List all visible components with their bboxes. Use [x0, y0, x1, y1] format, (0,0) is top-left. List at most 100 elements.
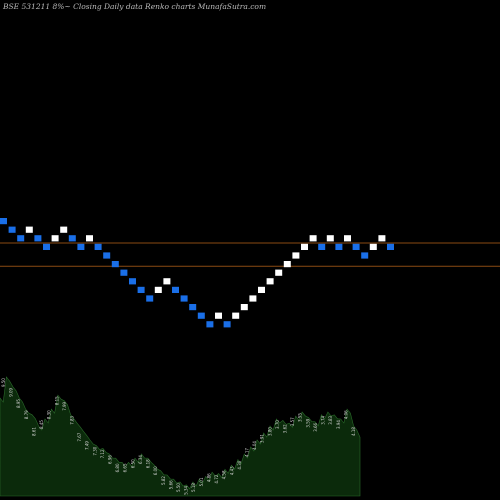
- down-brick: [197, 312, 205, 319]
- volume-label: 7.49: [85, 441, 90, 450]
- up-brick: [86, 235, 93, 242]
- volume-label: 5.18: [191, 483, 196, 492]
- up-brick: [266, 278, 274, 285]
- down-brick: [17, 235, 25, 242]
- volume-label: 3.66: [313, 422, 318, 431]
- up-brick: [240, 304, 248, 311]
- down-brick: [352, 243, 360, 250]
- down-brick: [206, 321, 214, 328]
- volume-label: 8.61: [31, 427, 36, 436]
- renko-bricks: [0, 218, 394, 328]
- volume-label: 7.83: [70, 415, 75, 424]
- volume-label: 6.18: [146, 459, 151, 468]
- volume-label: 5.34: [184, 485, 189, 494]
- down-brick: [103, 252, 111, 259]
- volume-label: 8.45: [39, 420, 44, 429]
- up-brick: [301, 243, 308, 250]
- volume-labels: 9.509.098.958.79 8.618.458.308.157.997.83…: [1, 378, 356, 495]
- volume-label: 6.34: [138, 455, 143, 464]
- down-brick: [120, 269, 128, 276]
- down-brick: [146, 295, 154, 302]
- up-brick: [275, 269, 283, 276]
- up-brick: [232, 312, 240, 319]
- up-brick: [249, 295, 257, 302]
- down-brick: [335, 243, 343, 250]
- volume-label: 6.80: [115, 463, 120, 472]
- volume-label: 5.50: [176, 483, 181, 492]
- down-brick: [8, 226, 16, 233]
- volume-label: 4.58: [222, 470, 227, 479]
- down-brick: [223, 321, 231, 328]
- volume-label: 3.70: [275, 420, 280, 429]
- down-brick: [68, 235, 76, 242]
- up-brick: [25, 226, 33, 233]
- volume-label: 6.96: [108, 455, 113, 464]
- down-brick: [111, 261, 119, 268]
- up-brick: [51, 235, 59, 242]
- volume-label: 4.18: [351, 427, 356, 436]
- chart-title: BSE 531211 8%~ Closing Daily data Renko …: [2, 2, 266, 11]
- volume-label: 8.95: [16, 399, 21, 408]
- down-brick: [0, 218, 7, 225]
- volume-label: 7.67: [77, 432, 82, 441]
- volume-label: 3.91: [260, 434, 265, 443]
- volume-label: 8.79: [24, 410, 29, 419]
- volume-label: 4.30: [237, 460, 242, 469]
- volume-label: 9.09: [9, 387, 14, 396]
- volume-label: 3.94: [336, 420, 341, 429]
- up-brick: [163, 278, 171, 285]
- volume-label: 3.74: [321, 415, 326, 424]
- up-brick: [369, 243, 377, 250]
- volume-label: 3.83: [328, 415, 333, 424]
- volume-label: 9.50: [1, 378, 6, 387]
- down-brick: [180, 295, 188, 302]
- volume-label: 7.30: [92, 446, 97, 455]
- down-brick: [43, 243, 50, 250]
- down-brick: [34, 235, 42, 242]
- up-brick: [326, 235, 334, 242]
- volume-label: 5.01: [199, 477, 204, 486]
- volume-profile: [0, 376, 361, 497]
- volume-label: 5.82: [161, 476, 166, 485]
- volume-label: 4.04: [252, 441, 257, 450]
- volume-label: 4.72: [214, 474, 219, 483]
- volume-label: 7.99: [62, 401, 67, 410]
- up-brick: [258, 286, 265, 293]
- up-brick: [309, 235, 317, 242]
- up-brick: [283, 261, 291, 268]
- volume-label: 8.15: [54, 396, 59, 405]
- volume-label: 5.66: [168, 480, 173, 489]
- down-brick: [129, 278, 136, 285]
- volume-label: 3.80: [267, 427, 272, 436]
- up-brick: [378, 235, 386, 242]
- volume-area: [0, 376, 361, 497]
- volume-label: 6.50: [130, 459, 135, 468]
- volume-label: 4.17: [245, 448, 250, 457]
- volume-label: 3.57: [290, 417, 295, 426]
- up-brick: [292, 252, 300, 259]
- level-lines: [0, 242, 500, 267]
- volume-label: 7.12: [100, 449, 105, 458]
- down-brick: [387, 243, 394, 250]
- down-brick: [318, 243, 326, 250]
- down-brick: [189, 304, 197, 311]
- down-brick: [94, 243, 102, 250]
- volume-label: 4.86: [206, 473, 211, 482]
- volume-label: 4.06: [343, 410, 348, 419]
- up-brick: [154, 286, 162, 293]
- down-brick: [172, 286, 179, 293]
- volume-label: 6.00: [153, 466, 158, 475]
- up-brick: [215, 312, 222, 319]
- volume-label: 3.62: [283, 424, 288, 433]
- volume-label: 4.43: [229, 466, 234, 475]
- up-brick: [60, 226, 68, 233]
- volume-label: 6.65: [123, 463, 128, 472]
- down-brick: [77, 243, 85, 250]
- volume-label: 3.59: [305, 418, 310, 427]
- down-brick: [137, 286, 145, 293]
- down-brick: [361, 252, 369, 259]
- volume-label: 8.30: [47, 410, 52, 419]
- volume-label: 3.55: [298, 413, 303, 422]
- up-brick: [344, 235, 351, 242]
